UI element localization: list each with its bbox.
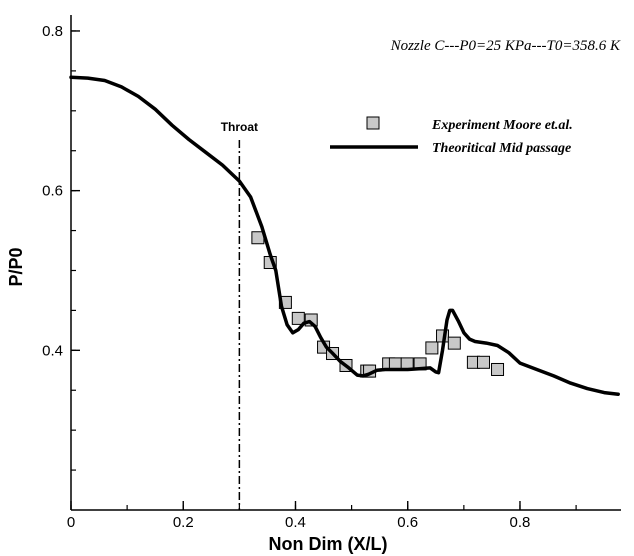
y-tick-label: 0.4: [42, 342, 63, 359]
experiment-point: [477, 355, 490, 369]
plot-area: 0 0.2 0.4 0.6 0.8 0.4 0.6 0.8 Throat: [42, 15, 621, 531]
x-tick-label: 0: [67, 514, 75, 531]
legend-label-experiment: Experiment Moore et.al.: [431, 118, 573, 133]
legend: Experiment Moore et.al. Theoritical Mid …: [330, 116, 573, 156]
experiment-markers: [251, 231, 505, 378]
annotation-text: Nozzle C---P0=25 KPa---T0=358.6 K: [390, 38, 621, 54]
x-tick-label: 0.4: [285, 514, 306, 531]
experiment-point: [447, 336, 461, 350]
y-tick-label: 0.6: [42, 183, 63, 200]
y-tick-label: 0.8: [42, 23, 63, 40]
experiment-point: [425, 341, 439, 355]
x-ticks: 0 0.2 0.4 0.6 0.8: [67, 501, 577, 531]
y-ticks: 0.4 0.6 0.8: [42, 23, 80, 471]
x-tick-label: 0.8: [510, 514, 531, 531]
y-axis-title: P/P0: [6, 247, 26, 286]
legend-marker-experiment: [366, 116, 380, 130]
x-axis-title: Non Dim (X/L): [269, 534, 388, 554]
x-tick-label: 0.6: [397, 514, 418, 531]
experiment-point: [491, 362, 505, 376]
experiment-point: [291, 311, 305, 325]
x-tick-label: 0.2: [173, 514, 194, 531]
throat-label: Throat: [221, 120, 258, 134]
legend-label-theory: Theoritical Mid passage: [432, 141, 571, 156]
theoretical-line: [69, 75, 620, 396]
